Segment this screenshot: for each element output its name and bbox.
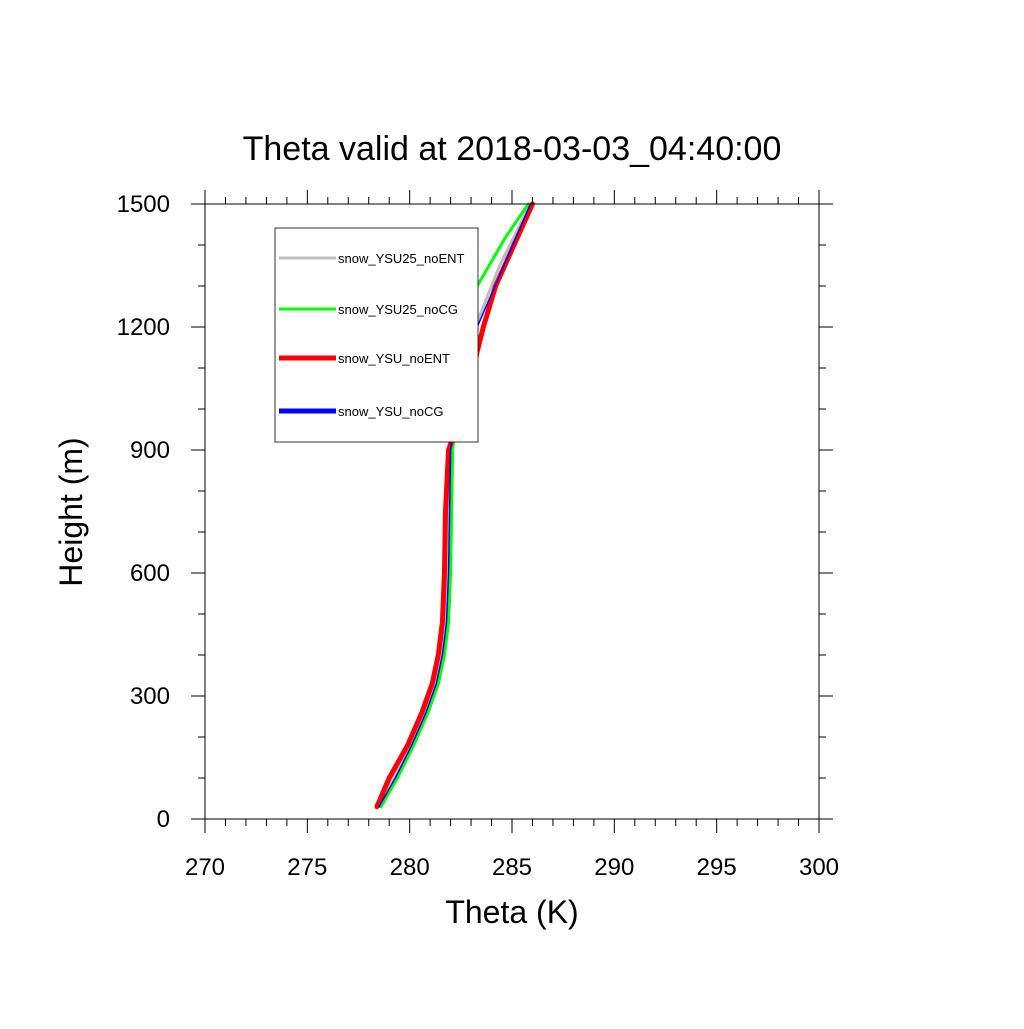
y-tick-label: 900 <box>130 437 170 464</box>
legend-label: snow_YSU25_noENT <box>338 251 465 266</box>
legend-label: snow_YSU25_noCG <box>338 302 458 317</box>
x-axis-label: Theta (K) <box>445 894 578 930</box>
x-tick-label: 275 <box>287 854 327 881</box>
y-tick-label: 1500 <box>117 191 170 218</box>
legend-label: snow_YSU_noENT <box>338 351 450 366</box>
y-tick-label: 0 <box>157 806 170 833</box>
y-tick-label: 300 <box>130 683 170 710</box>
x-tick-label: 300 <box>799 854 839 881</box>
chart-title: Theta valid at 2018-03-03_04:40:00 <box>243 130 782 168</box>
series-line-snow_YSU_noENT <box>374 201 535 810</box>
y-tick-label: 600 <box>130 560 170 587</box>
y-axis-label: Height (m) <box>53 437 89 586</box>
legend: snow_YSU25_noENT snow_YSU25_noCG snow_YSU_… <box>274 227 479 443</box>
x-tick-label: 295 <box>697 854 737 881</box>
x-tick-label: 270 <box>185 854 225 881</box>
x-tick-label: 285 <box>492 854 532 881</box>
x-tick-label: 290 <box>594 854 634 881</box>
legend-label: snow_YSU_noCG <box>338 404 444 419</box>
axis-layer: 270 275 280 285 290 295 300 0 300 600 900 1200 1500 <box>117 190 839 881</box>
x-tick-label: 280 <box>390 854 430 881</box>
legend-box <box>274 227 479 443</box>
y-tick-label: 1200 <box>117 314 170 341</box>
